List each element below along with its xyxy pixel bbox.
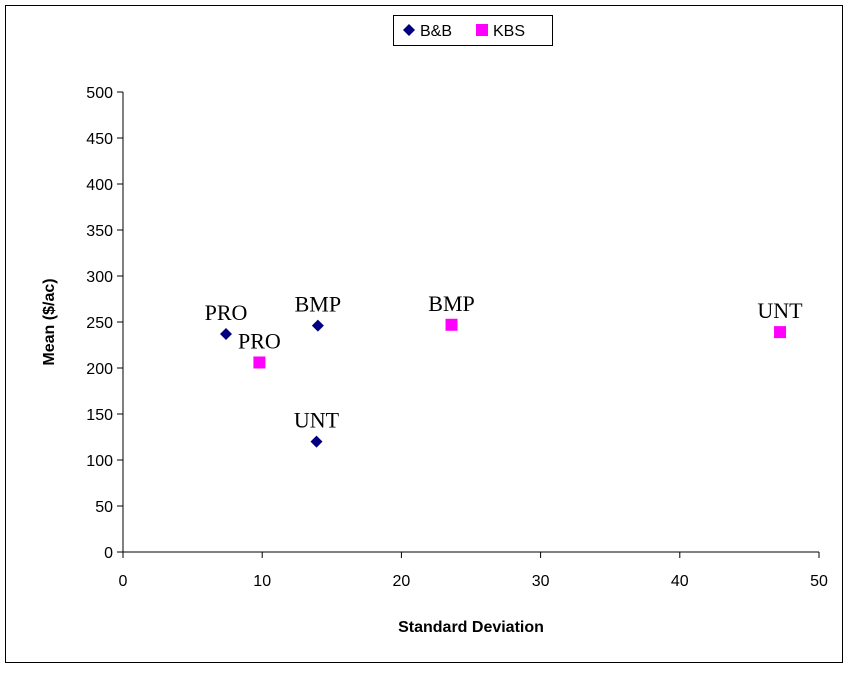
- legend: B&B KBS: [393, 15, 553, 46]
- data-point-bb: [311, 319, 324, 332]
- data-point-bb: [310, 435, 323, 448]
- y-tick-label: 200: [86, 361, 113, 378]
- legend-marker-bb: [403, 24, 415, 36]
- data-points: PRO BMP UNT PRO BMP UNT: [205, 291, 803, 448]
- x-axis-ticks: 0 10 20 30 40 50: [119, 552, 828, 590]
- y-axis-title: Mean ($/ac): [41, 278, 58, 365]
- legend-label-bb: B&B: [420, 23, 452, 40]
- y-tick-label: 500: [86, 85, 113, 102]
- data-point-label: BMP: [295, 292, 341, 317]
- data-point-label: PRO: [205, 300, 248, 325]
- data-point-label: PRO: [238, 328, 281, 353]
- x-tick-label: 40: [671, 573, 689, 590]
- y-axis-ticks: 0 50 100 150 200 250 300 350 400 450 500: [86, 85, 123, 562]
- legend-marker-kbs: [476, 24, 488, 36]
- data-point-label: UNT: [294, 408, 340, 433]
- x-tick-label: 10: [253, 573, 271, 590]
- data-point-kbs: [774, 326, 787, 339]
- data-point-kbs: [253, 356, 266, 369]
- y-tick-label: 50: [95, 499, 113, 516]
- y-tick-label: 250: [86, 315, 113, 332]
- y-tick-label: 0: [104, 545, 113, 562]
- legend-label-kbs: KBS: [493, 23, 525, 40]
- x-axis-title: Standard Deviation: [398, 619, 544, 636]
- data-point-label: BMP: [428, 291, 474, 316]
- y-tick-label: 150: [86, 407, 113, 424]
- x-tick-label: 20: [393, 573, 411, 590]
- y-tick-label: 400: [86, 177, 113, 194]
- y-tick-label: 450: [86, 131, 113, 148]
- x-tick-label: 0: [119, 573, 128, 590]
- chart-frame: [5, 5, 843, 663]
- y-tick-label: 300: [86, 269, 113, 286]
- legend-box: [393, 15, 553, 46]
- y-tick-label: 100: [86, 453, 113, 470]
- data-point-kbs: [445, 318, 458, 331]
- y-tick-label: 350: [86, 223, 113, 240]
- data-point-bb: [220, 327, 233, 340]
- x-tick-label: 30: [532, 573, 550, 590]
- data-point-label: UNT: [757, 298, 803, 323]
- x-tick-label: 50: [810, 573, 828, 590]
